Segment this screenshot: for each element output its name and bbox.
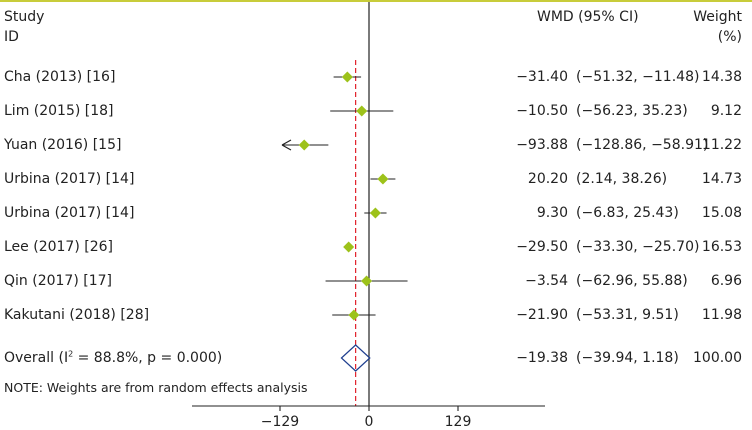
point-estimate-diamond: [341, 71, 353, 83]
study-wmd: −10.50: [516, 103, 568, 119]
overall-diamond: [340, 344, 371, 372]
study-weight: 6.96: [710, 273, 742, 289]
study-ci: (−33.30, −25.70): [576, 239, 700, 255]
point-estimate-diamond: [361, 275, 373, 287]
study-ci: (−62.96, 55.88): [576, 273, 688, 289]
header-weight-unit: (%): [717, 29, 742, 45]
study-ci: (−56.23, 35.23): [576, 103, 688, 119]
study-weight: 14.73: [701, 171, 742, 187]
study-ci: (−53.31, 9.51): [576, 307, 679, 323]
study-wmd: −93.88: [516, 137, 568, 153]
point-estimate-diamond: [348, 309, 360, 321]
x-axis-tick-label: 0: [365, 414, 374, 430]
study-label: Urbina (2017) [14]: [4, 205, 135, 221]
overall-weight: 100.00: [693, 350, 742, 366]
study-weight: 15.08: [701, 205, 742, 221]
study-wmd: 9.30: [536, 205, 568, 221]
study-ci: (2.14, 38.26): [576, 171, 668, 187]
point-estimate-diamond: [343, 241, 355, 253]
header-weight: Weight: [693, 9, 742, 25]
point-estimate-diamond: [298, 139, 310, 151]
study-label: Lim (2015) [18]: [4, 103, 114, 119]
x-axis-tick-label: 129: [445, 414, 472, 430]
study-weight: 11.98: [701, 307, 742, 323]
ci-arrow-left: [281, 139, 292, 151]
study-label: Yuan (2016) [15]: [4, 137, 122, 153]
study-wmd: −31.40: [516, 69, 568, 85]
header-id: ID: [4, 29, 19, 45]
study-wmd: 20.20: [527, 171, 568, 187]
point-estimate-diamond: [356, 105, 368, 117]
study-ci: (−128.86, −58.91): [576, 137, 709, 153]
study-ci: (−51.32, −11.48): [576, 69, 700, 85]
overall-ci: (−39.94, 1.18): [576, 350, 679, 366]
study-label: Urbina (2017) [14]: [4, 171, 135, 187]
weights-note: NOTE: Weights are from random effects an…: [4, 380, 308, 395]
point-estimate-diamond: [369, 207, 381, 219]
header-effect: WMD (95% CI): [537, 9, 639, 25]
study-weight: 16.53: [701, 239, 742, 255]
study-label: Cha (2013) [16]: [4, 69, 116, 85]
study-label: Kakutani (2018) [28]: [4, 307, 150, 323]
x-axis-tick-label: −129: [261, 414, 299, 430]
top-accent-line: [0, 0, 752, 2]
point-estimate-diamond: [377, 173, 389, 185]
overall-wmd: −19.38: [516, 350, 568, 366]
study-weight: 11.22: [701, 137, 742, 153]
study-weight: 14.38: [701, 69, 742, 85]
study-label: Qin (2017) [17]: [4, 273, 112, 289]
study-wmd: −3.54: [525, 273, 568, 289]
study-weight: 9.12: [710, 103, 742, 119]
header-study: Study: [4, 9, 45, 25]
study-label: Lee (2017) [26]: [4, 239, 113, 255]
study-ci: (−6.83, 25.43): [576, 205, 679, 221]
overall-label: Overall (I2 = 88.8%, p = 0.000): [4, 349, 223, 366]
study-wmd: −21.90: [516, 307, 568, 323]
study-wmd: −29.50: [516, 239, 568, 255]
